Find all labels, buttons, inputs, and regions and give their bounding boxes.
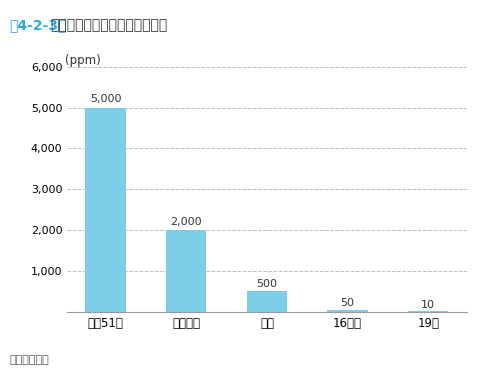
Text: 500: 500 [256,279,277,289]
Text: 5,000: 5,000 [90,93,121,104]
Bar [327,309,367,312]
Text: 2,000: 2,000 [170,217,202,227]
Bar [85,108,126,312]
Bar [166,230,206,312]
Text: 軽油中の硫黄分規制強化の推移: 軽油中の硫黄分規制強化の推移 [50,19,168,33]
Text: 10: 10 [420,300,434,309]
Text: (ppm): (ppm) [65,54,101,67]
Bar [246,291,287,312]
Text: 50: 50 [340,298,354,308]
Text: 図4-2-3: 図4-2-3 [10,19,67,33]
Bar [407,311,447,312]
Text: 資料：環境省: 資料：環境省 [10,355,49,365]
